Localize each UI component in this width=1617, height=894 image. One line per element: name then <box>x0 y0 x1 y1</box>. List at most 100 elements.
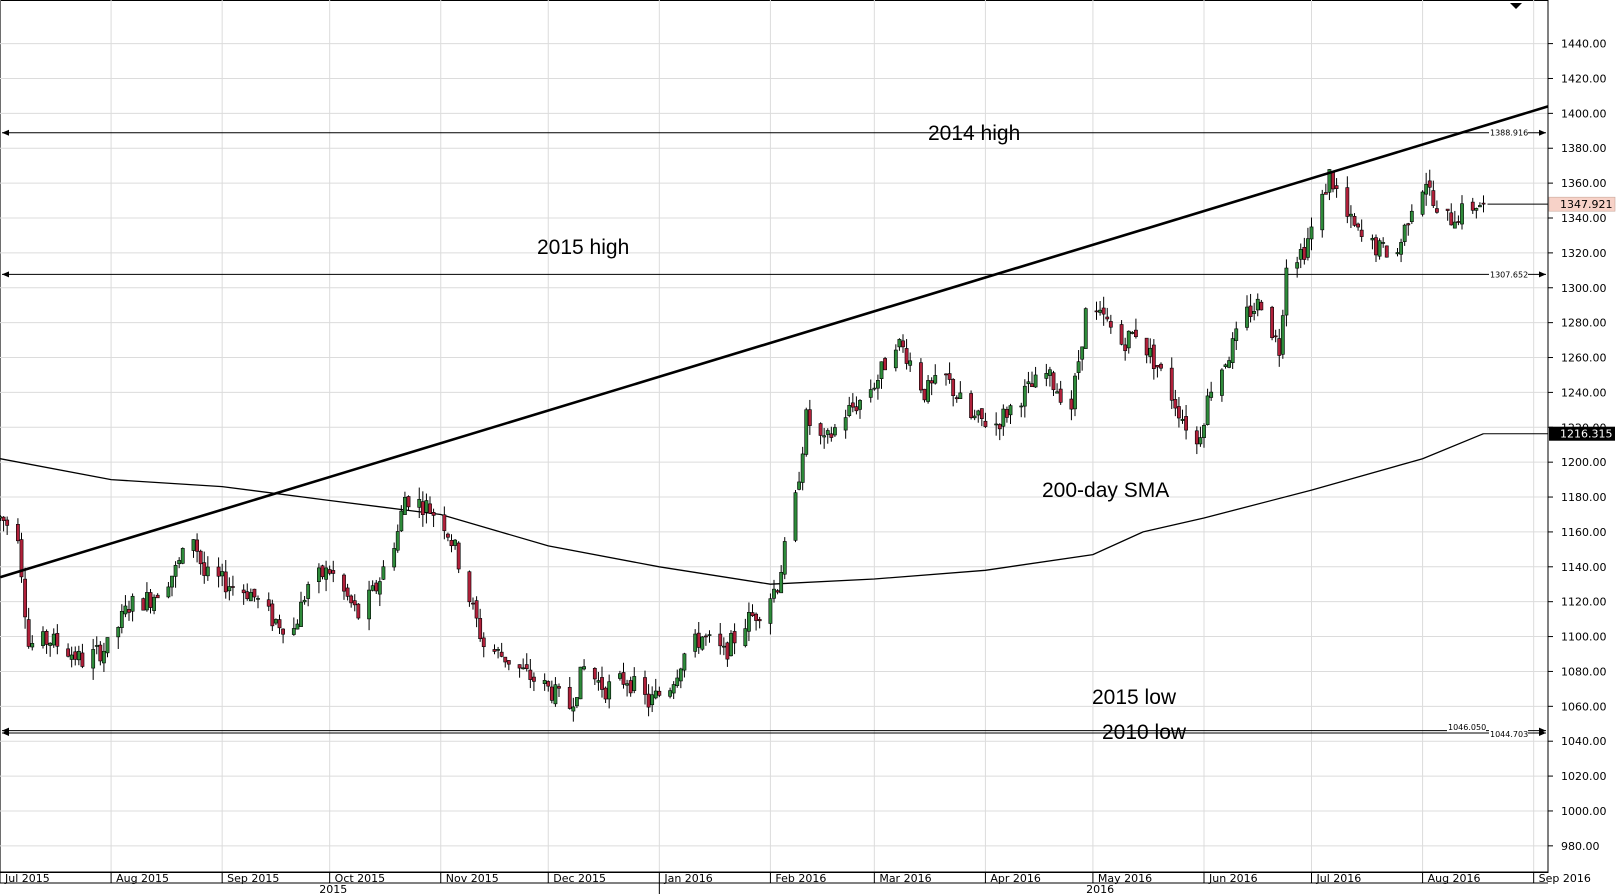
candle-body <box>972 415 977 419</box>
candle-body <box>1094 310 1099 313</box>
candle-body <box>618 673 622 679</box>
candle-body <box>1402 224 1407 242</box>
candle-body <box>1245 306 1249 328</box>
candle-body <box>850 402 855 408</box>
month-label: Dec 2015 <box>553 872 606 885</box>
year-label: 2015 <box>319 883 347 894</box>
candle-body <box>908 360 913 366</box>
candle-body <box>105 637 110 654</box>
candle-body <box>883 358 887 371</box>
candle-body <box>958 392 963 399</box>
price-tick-label: 1320.00 <box>1561 247 1607 260</box>
candle-body <box>1352 216 1357 226</box>
candle-body <box>632 676 637 691</box>
candle-body <box>1159 363 1163 369</box>
month-label: Oct 2015 <box>335 872 386 885</box>
candle-body <box>231 586 235 588</box>
candle-body <box>997 424 1002 430</box>
candle-body <box>747 612 751 632</box>
candle-body <box>1019 405 1024 408</box>
candle-body <box>1005 409 1009 418</box>
candle-body <box>395 531 400 551</box>
price-tick-label: 1340.00 <box>1561 212 1607 225</box>
candle-body <box>1022 385 1027 407</box>
candle-body <box>1320 193 1325 231</box>
candle-body <box>1295 262 1300 269</box>
candle-body <box>603 687 608 700</box>
candle-body <box>277 619 282 629</box>
candle-body <box>1223 364 1228 367</box>
candle-body <box>481 637 486 648</box>
candle-body <box>1435 208 1439 213</box>
candle-body <box>1098 309 1102 313</box>
month-label: Mar 2016 <box>879 872 931 885</box>
candle-body <box>155 594 160 599</box>
candle-body <box>1431 190 1436 206</box>
candle-body <box>352 600 357 606</box>
price-tick-label: 1240.00 <box>1561 386 1607 399</box>
candle-body <box>1184 416 1188 431</box>
candle-body <box>1230 338 1235 364</box>
candle-body <box>141 598 146 611</box>
month-label: May 2016 <box>1098 872 1152 885</box>
candle-body <box>1409 210 1414 223</box>
candle-body <box>872 387 877 390</box>
candle-body <box>1148 347 1153 357</box>
level-label-bg <box>1489 270 1528 280</box>
candle-body <box>1248 305 1253 317</box>
candle-body <box>1470 201 1475 211</box>
candle-body <box>80 652 85 667</box>
month-label: Feb 2016 <box>775 872 826 885</box>
candle-body <box>449 540 454 547</box>
candle-body <box>317 567 321 583</box>
candle-body <box>1255 298 1260 311</box>
candle-body <box>797 481 801 490</box>
price-tick-label: 1120.00 <box>1561 596 1607 609</box>
candle-body <box>653 690 658 699</box>
candle-body <box>1359 229 1364 237</box>
level-label: 1044.703 <box>1490 730 1528 739</box>
candle-body <box>929 380 934 384</box>
candle-body <box>1119 324 1124 345</box>
candle-body <box>829 433 834 438</box>
candle-body <box>775 590 780 593</box>
sma-value-tag <box>1549 426 1615 441</box>
candle-body <box>1349 213 1353 217</box>
candle-body <box>868 389 873 398</box>
annotation-2010-low: 2010 low <box>1102 721 1187 744</box>
candle-body <box>306 584 311 599</box>
candle-body <box>1169 367 1174 401</box>
candle-body <box>1073 375 1077 410</box>
level-label: 1388.916 <box>1490 129 1528 138</box>
candle-body <box>241 589 246 594</box>
candle-body <box>1345 187 1350 217</box>
year-label: 2016 <box>1086 883 1114 894</box>
level-label-bg <box>1489 128 1528 138</box>
candle-body <box>1449 212 1454 226</box>
candle-body <box>743 628 748 647</box>
candle-body <box>546 681 551 687</box>
candle-body <box>1259 301 1264 311</box>
candle-body <box>191 539 196 551</box>
candle-body <box>223 571 228 593</box>
candle-body <box>1478 205 1482 208</box>
candle-body <box>704 635 708 638</box>
candle-body <box>180 548 185 564</box>
candle-body <box>843 417 848 431</box>
candle-body <box>650 694 655 706</box>
month-label: Aug 2015 <box>116 872 169 885</box>
level-arrow-right-icon <box>1539 129 1546 136</box>
candle-body <box>1030 383 1034 388</box>
month-label: Sep 2015 <box>227 872 279 885</box>
candle-body <box>822 435 827 438</box>
candle-body <box>628 680 633 694</box>
candle-body <box>148 592 153 608</box>
price-tick-label: 1080.00 <box>1561 665 1607 678</box>
candle-body <box>804 409 809 455</box>
candle-body <box>919 362 923 391</box>
month-label: Jan 2016 <box>663 872 712 885</box>
sma-layer <box>0 433 1548 585</box>
candle-body <box>428 503 432 514</box>
candle-body <box>51 633 56 646</box>
candle-body <box>349 595 354 604</box>
